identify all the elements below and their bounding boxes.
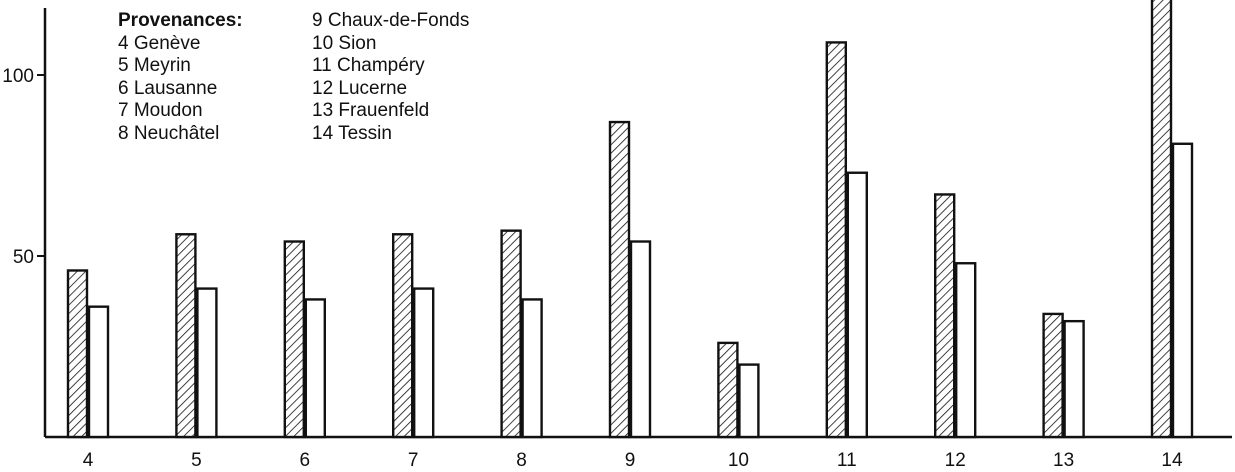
bar-plain (738, 363, 760, 439)
x-tick-label: 9 (625, 450, 636, 471)
legend-item: 4 Genève (118, 32, 201, 54)
bar-plain (1063, 319, 1085, 439)
x-tick-label: 8 (516, 450, 527, 471)
bar-plain (955, 262, 977, 439)
bar-plain (196, 287, 218, 439)
x-tick-label: 12 (945, 450, 966, 471)
x-tick-label: 5 (191, 450, 202, 471)
bar-hatched (1150, 0, 1173, 439)
bar-hatched (175, 233, 197, 439)
y-tick-label: 50 (13, 247, 34, 268)
legend-item: 14 Tessin (312, 122, 392, 144)
legend-title: Provenances: (118, 10, 243, 31)
legend-item: 8 Neuchâtel (118, 122, 220, 144)
bar-hatched (392, 233, 414, 439)
legend-column-2: 9 Chaux-de-Fonds 10 Sion 11 Champéry 12 … (312, 10, 469, 146)
x-tick-label: 10 (728, 450, 749, 471)
bar-hatched (608, 120, 631, 439)
x-tick-label: 13 (1053, 450, 1074, 471)
bar-hatched (934, 193, 956, 439)
x-tick-label: 4 (83, 450, 94, 471)
bar-hatched (283, 240, 305, 439)
bar-plain (629, 240, 652, 439)
legend-item: 9 Chaux-de-Fonds (312, 10, 470, 31)
legend-item: 6 Lausanne (118, 77, 218, 99)
bar-plain (846, 171, 868, 439)
legend-item: 13 Frauenfeld (312, 100, 430, 122)
bar-plain (413, 287, 435, 439)
legend-item: 12 Lucerne (312, 77, 408, 99)
bar-plain (87, 305, 110, 439)
legend-column-1: Provenances: 4 Genève 5 Meyrin 6 Lausann… (118, 10, 243, 146)
bar-hatched (1042, 312, 1064, 439)
x-tick-label: 14 (1161, 450, 1183, 471)
bar-hatched (66, 269, 89, 439)
bar-hatched (825, 41, 847, 439)
legend-item: 11 Champéry (312, 55, 425, 77)
x-tick-label: 7 (408, 450, 419, 471)
bar-plain (521, 298, 543, 439)
legend-item: 5 Meyrin (118, 55, 191, 77)
x-tick-label: 11 (837, 450, 857, 471)
x-tick-label: 6 (300, 450, 311, 471)
bar-plain (304, 298, 326, 439)
bar-hatched (717, 341, 739, 439)
bar-hatched (500, 229, 522, 439)
legend-item: 10 Sion (312, 32, 377, 54)
bar-plain (1171, 142, 1194, 439)
legend-item: 7 Moudon (118, 100, 203, 122)
y-tick-label: 100 (2, 66, 34, 87)
